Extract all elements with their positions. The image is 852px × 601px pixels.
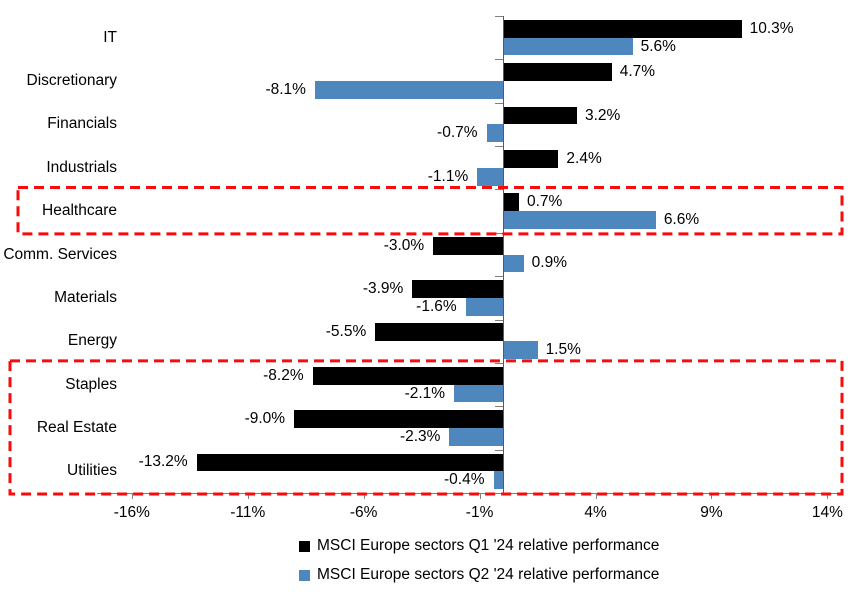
category-label-it: IT (103, 28, 117, 46)
q2-legend-label: MSCI Europe sectors Q2 '24 relative perf… (317, 566, 660, 583)
bar-label-q1-utilities: -13.2% (138, 453, 188, 471)
category-label-utilities: Utilities (67, 462, 117, 480)
x-tick-label-6: 14% (811, 504, 843, 521)
bar-q2-materials (465, 297, 503, 316)
category-axis-tick (494, 319, 503, 321)
bar-q2-healthcare (502, 211, 656, 229)
category-axis-tick (494, 146, 503, 148)
category-label-discretionary: Discretionary (26, 72, 117, 90)
category-axis-tick (494, 406, 503, 408)
x-axis-tick (363, 493, 365, 499)
bar-label-q1-staples: -8.2% (263, 366, 304, 384)
category-axis-line (502, 16, 504, 493)
bar-q2-staples (454, 384, 503, 403)
bar-q1-discretionary (502, 63, 612, 82)
category-axis-tick (494, 362, 503, 364)
bar-label-q1-it: 10.3% (749, 19, 794, 37)
bar-label-q1-real-estate: -9.0% (244, 410, 286, 428)
category-label-energy: Energy (67, 332, 117, 350)
bar-q2-energy (502, 341, 538, 360)
category-label-healthcare: Healthcare (42, 202, 117, 220)
q2-legend-swatch-icon (299, 569, 310, 581)
q1-legend-label: MSCI Europe sectors Q1 '24 relative perf… (317, 537, 660, 554)
x-tick-label-4: 4% (584, 504, 607, 521)
bar-label-q2-utilities: -0.4% (444, 471, 485, 489)
bar-q1-comm-services (433, 236, 503, 255)
bar-label-q2-energy: 1.5% (545, 341, 581, 359)
x-tick-label-0: -16% (113, 504, 150, 521)
category-label-staples: Staples (65, 375, 117, 393)
x-axis-tick (247, 493, 249, 499)
category-axis-tick (494, 102, 503, 104)
bar-q2-financials (486, 124, 503, 143)
x-axis-tick (479, 493, 481, 499)
x-axis-line (97, 493, 839, 494)
highlight-box-1 (16, 186, 844, 236)
bar-label-q1-healthcare: 0.7% (527, 193, 563, 211)
bar-label-q2-materials: -1.6% (416, 297, 457, 315)
bar-label-q1-comm-services: -3.0% (383, 236, 425, 254)
bar-q2-real-estate (449, 427, 503, 446)
bar-q1-energy (375, 323, 503, 342)
bar-q1-utilities (196, 453, 503, 472)
bar-q1-it (502, 19, 742, 38)
bar-label-q2-it: 5.6% (640, 37, 676, 55)
x-axis-tick (711, 493, 713, 499)
x-tick-label-3: -1% (465, 504, 494, 521)
bar-q2-it (502, 37, 633, 56)
bar-label-q1-financials: 3.2% (584, 106, 621, 124)
x-tick-label-5: 9% (700, 504, 723, 521)
category-axis-tick (494, 449, 503, 451)
legend-item-q2: MSCI Europe sectors Q2 '24 relative perf… (299, 566, 659, 584)
bar-label-q1-energy: -5.5% (325, 323, 367, 341)
category-label-materials: Materials (54, 288, 117, 306)
bar-q1-real-estate (294, 410, 503, 428)
bar-q2-discretionary (314, 81, 503, 99)
x-tick-label-1: -11% (230, 504, 266, 521)
bar-label-q2-comm-services: 0.9% (531, 254, 567, 272)
category-axis-tick (494, 232, 503, 234)
x-axis-tick (131, 493, 133, 499)
category-axis-tick (494, 16, 503, 17)
bar-label-q2-discretionary: -8.1% (265, 80, 306, 98)
category-axis-tick (494, 59, 503, 61)
category-label-financials: Financials (47, 115, 117, 133)
category-label-comm-services: Comm. Services (3, 245, 117, 263)
bar-label-q2-industrials: -1.1% (427, 167, 469, 185)
bar-label-q2-staples: -2.1% (404, 384, 446, 402)
bar-label-q2-real-estate: -2.3% (399, 427, 441, 445)
category-label-industrials: Industrials (46, 158, 117, 176)
q1-legend-swatch-icon (299, 540, 310, 552)
bar-q2-utilities (493, 471, 503, 490)
category-axis-tick (494, 189, 503, 191)
bar-q1-staples (312, 366, 503, 385)
bar-label-q1-industrials: 2.4% (566, 149, 602, 167)
bar-label-q1-discretionary: 4.7% (619, 63, 656, 81)
bar-q1-materials (412, 280, 503, 298)
bar-label-q1-materials: -3.9% (362, 279, 404, 297)
bar-q1-financials (502, 106, 577, 125)
legend-item-q1: MSCI Europe sectors Q1 '24 relative perf… (299, 537, 659, 555)
bar-q1-healthcare (502, 193, 519, 212)
bar-label-q2-financials: -0.7% (437, 124, 478, 142)
bar-q1-industrials (502, 149, 559, 168)
category-label-real-estate: Real Estate (36, 418, 117, 436)
bar-label-q2-healthcare: 6.6% (663, 211, 700, 229)
legend: MSCI Europe sectors Q1 '24 relative perf… (299, 537, 659, 584)
bar-q2-comm-services (502, 254, 524, 273)
x-axis-tick (827, 493, 829, 499)
x-tick-label-2: -6% (349, 504, 378, 521)
category-axis-tick (494, 276, 503, 278)
x-axis-tick (595, 493, 597, 499)
bar-q2-industrials (477, 167, 503, 186)
